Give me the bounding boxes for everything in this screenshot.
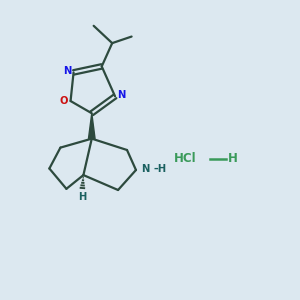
- Text: H: H: [228, 152, 238, 166]
- Text: O: O: [59, 96, 68, 106]
- Polygon shape: [88, 113, 95, 139]
- Text: N: N: [63, 66, 72, 76]
- Text: N: N: [117, 90, 125, 100]
- Text: HCl: HCl: [174, 152, 196, 166]
- Text: H: H: [78, 192, 86, 202]
- Text: N: N: [141, 164, 150, 174]
- Text: –H: –H: [154, 164, 167, 174]
